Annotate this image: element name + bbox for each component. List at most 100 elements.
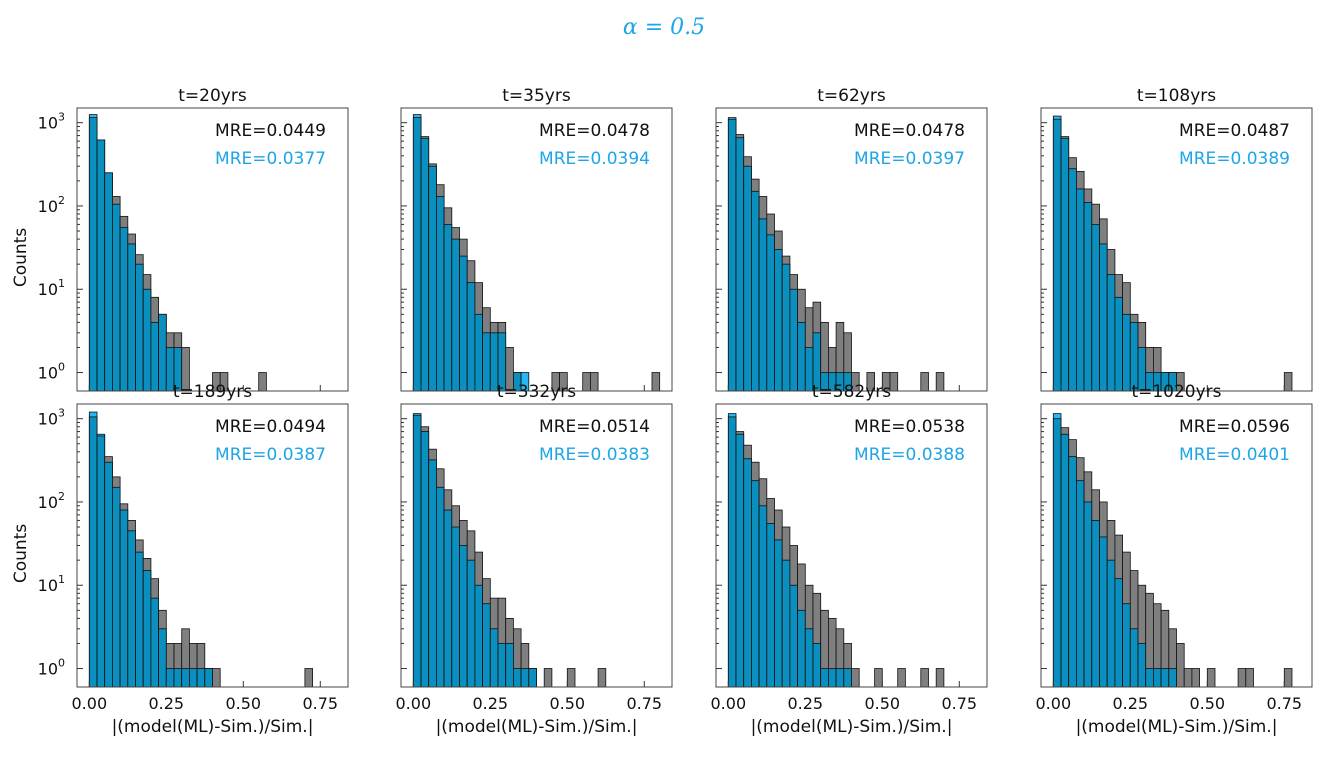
bar-overlap [828, 668, 837, 688]
bar-overlap [766, 523, 775, 688]
bar-baseline [1283, 372, 1293, 392]
panel-title: t=1020yrs [1131, 382, 1221, 402]
bar-baseline [1245, 668, 1254, 688]
x-axis-label: |(model(ML)-Sim.)/Sim.| [1076, 717, 1278, 737]
bar-overlap [428, 165, 437, 392]
bar-overlap [789, 584, 799, 688]
bar-overlap [735, 433, 745, 688]
bar-overlap [443, 224, 453, 392]
panel-2: t=35yrs MRE=0.0478 MRE=0.0394 [400, 86, 673, 392]
bar-overlap [150, 597, 160, 688]
y-tick-label: 101 [38, 573, 65, 595]
y-tick-label: 100 [38, 657, 65, 679]
y-tick-label: 103 [38, 111, 65, 133]
bar-overlap [1091, 224, 1100, 392]
bar-overlap [781, 559, 791, 688]
bar-overlap [1122, 313, 1131, 392]
y-tick-label: 100 [38, 361, 65, 383]
x-axis-label: |(model(ML)-Sim.)/Sim.| [436, 717, 638, 737]
mre-ml-label: MRE=0.0388 [854, 445, 965, 465]
bar-overlap [1106, 559, 1116, 688]
bar-overlap [528, 668, 537, 688]
x-tick-label: 0.25 [148, 694, 184, 713]
bar-overlap [204, 668, 213, 688]
bar-baseline [1237, 668, 1247, 688]
bar-overlap [1160, 668, 1170, 688]
bar-overlap [451, 238, 460, 392]
x-tick-label: 0.50 [1189, 694, 1225, 713]
bar-overlap [173, 668, 183, 688]
bar-overlap [142, 288, 152, 392]
panel-title: t=189yrs [173, 382, 252, 402]
bar-overlap [150, 321, 160, 392]
bar-overlap [104, 461, 113, 688]
bar-overlap [743, 458, 752, 688]
bar-overlap [420, 137, 430, 392]
bar-overlap [1083, 501, 1093, 688]
x-tick-label: 0.00 [72, 694, 108, 713]
bar-overlap [1106, 274, 1116, 392]
bar-baseline [1191, 668, 1200, 688]
bar-overlap [436, 486, 445, 688]
bar-baseline [1183, 668, 1193, 688]
bar-overlap [181, 668, 190, 688]
bar-baseline [1206, 668, 1216, 688]
panel-title: t=35yrs [502, 86, 571, 106]
bar-overlap [727, 416, 737, 688]
bar-baseline [543, 668, 553, 688]
bar-overlap [466, 559, 476, 688]
y-tick-label: 102 [38, 490, 65, 512]
bar-overlap [142, 570, 152, 688]
bar-overlap [119, 227, 129, 392]
x-tick-label: 0.50 [225, 694, 261, 713]
bar-baseline [935, 668, 945, 688]
bar-overlap [88, 416, 98, 688]
bar-overlap [727, 118, 737, 392]
bar-overlap [743, 165, 752, 392]
bar-baseline [212, 668, 221, 688]
bar-overlap [482, 603, 491, 688]
panel-title: t=108yrs [1137, 86, 1216, 106]
bar-overlap [1122, 603, 1131, 688]
bar-overlap [482, 332, 491, 392]
bar-overlap [1068, 456, 1077, 688]
mre-baseline-label: MRE=0.0514 [539, 417, 650, 437]
bar-overlap [135, 263, 144, 392]
bar-overlap [1114, 296, 1124, 392]
x-tick-label: 0.25 [472, 694, 508, 713]
x-tick-label: 0.00 [711, 694, 747, 713]
bar-overlap [1052, 418, 1062, 688]
bar-overlap [1068, 168, 1077, 392]
mre-baseline-label: MRE=0.0449 [215, 121, 326, 141]
bar-overlap [751, 190, 760, 392]
bar-baseline [851, 668, 860, 688]
bar-overlap [513, 668, 522, 688]
x-tick-label: 0.75 [302, 694, 338, 713]
bar-overlap [112, 203, 121, 392]
bar-overlap [443, 509, 453, 688]
bar-overlap [127, 243, 136, 392]
bar-baseline [920, 372, 929, 392]
bar-baseline [304, 668, 313, 688]
mre-baseline-label: MRE=0.0487 [1179, 121, 1290, 141]
bar-overlap [1083, 202, 1093, 392]
panel-title: t=62yrs [817, 86, 886, 106]
bar-baseline [589, 372, 599, 392]
bar-overlap [165, 668, 175, 688]
bar-overlap [1052, 118, 1062, 392]
x-tick-label: 0.75 [941, 694, 977, 713]
bar-baseline [1283, 668, 1293, 688]
x-axis-label: |(model(ML)-Sim.)/Sim.| [751, 717, 953, 737]
bar-baseline [889, 372, 899, 392]
bar-overlap [1076, 480, 1085, 688]
bar-baseline [566, 668, 576, 688]
bar-overlap [135, 551, 144, 688]
mre-baseline-label: MRE=0.0596 [1179, 417, 1290, 437]
bar-baseline [651, 372, 661, 392]
bar-overlap [412, 414, 422, 688]
bar-overlap [104, 172, 113, 392]
mre-baseline-label: MRE=0.0478 [539, 121, 650, 141]
bar-overlap [1076, 188, 1085, 392]
bar-overlap [812, 643, 822, 688]
